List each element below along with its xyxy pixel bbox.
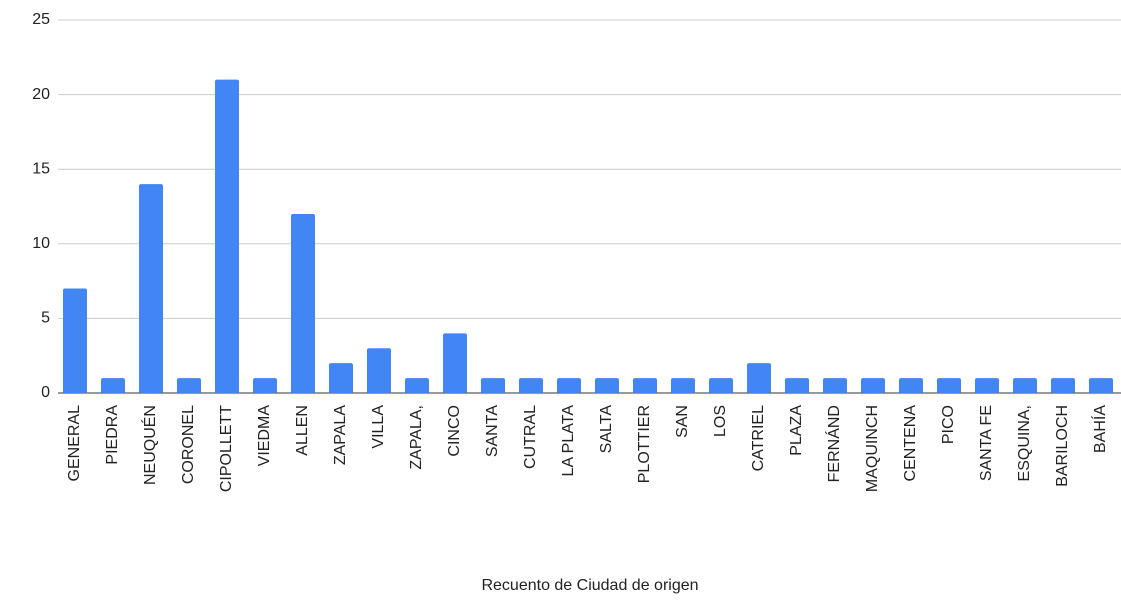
bar [405, 378, 429, 393]
x-tick-label: ZAPALA, [408, 405, 425, 470]
x-tick-label: PIEDRA [104, 405, 121, 465]
bar [671, 378, 695, 393]
x-tick-label: SANTA FE [978, 405, 995, 481]
bar [329, 363, 353, 393]
x-tick-label: PICO [940, 405, 957, 444]
bar [1013, 378, 1037, 393]
x-tick-label: NEUQUÉN [140, 405, 159, 485]
bar [557, 378, 581, 393]
bar [519, 378, 543, 393]
x-tick-label: VILLA [370, 405, 387, 449]
bar [443, 333, 467, 393]
bar [975, 378, 999, 393]
x-tick-label: CENTENA [902, 405, 919, 482]
bar [177, 378, 201, 393]
y-tick-label: 20 [32, 86, 50, 103]
bar [633, 378, 657, 393]
bar [937, 378, 961, 393]
x-tick-label: FERNÁND [824, 405, 843, 482]
y-tick-label: 15 [32, 160, 50, 177]
x-tick-label: LA PLATA [560, 405, 577, 477]
bar [139, 184, 163, 393]
x-tick-label: ALLEN [294, 405, 311, 456]
x-tick-label: CUTRAL [522, 405, 539, 469]
x-tick-label: CIPOLLETT [218, 405, 235, 492]
x-axis-title: Recuento de Ciudad de origen [481, 577, 698, 594]
x-tick-label: VIEDMA [256, 405, 273, 467]
x-tick-label: ZAPALA [332, 405, 349, 466]
bar [101, 378, 125, 393]
x-tick-label: CINCO [446, 405, 463, 457]
x-tick-label: PLOTTIER [636, 405, 653, 483]
bar [595, 378, 619, 393]
x-tick-label: PLAZA [788, 405, 805, 456]
bar [367, 348, 391, 393]
x-tick-label: GENERAL [66, 405, 83, 482]
y-tick-label: 5 [41, 310, 50, 327]
x-tick-label: CATRIEL [750, 405, 767, 471]
bar [215, 79, 239, 394]
bar [1051, 378, 1075, 393]
bar [253, 378, 277, 393]
bar [709, 378, 733, 393]
x-tick-label: CORONEL [180, 405, 197, 484]
bar [63, 288, 87, 393]
bar [899, 378, 923, 393]
y-tick-label: 10 [32, 235, 50, 252]
bar [481, 378, 505, 393]
x-tick-label: BAHÍA [1090, 405, 1109, 453]
x-tick-label: SALTA [598, 405, 615, 454]
bar [291, 213, 315, 393]
x-tick-label: SAN [674, 405, 691, 438]
x-tick-label: SANTA [484, 405, 501, 457]
x-tick-label: MAQUINCH [864, 405, 881, 492]
bar [823, 378, 847, 393]
bar [861, 378, 885, 393]
x-tick-label: BARILOCH [1054, 405, 1071, 487]
x-tick-label: ESQUINA, [1016, 405, 1033, 481]
bar [785, 378, 809, 393]
bar [747, 363, 771, 393]
y-tick-label: 25 [32, 11, 50, 28]
x-tick-label: LOS [712, 405, 729, 437]
y-tick-label: 0 [41, 384, 50, 401]
bar [1089, 378, 1113, 393]
